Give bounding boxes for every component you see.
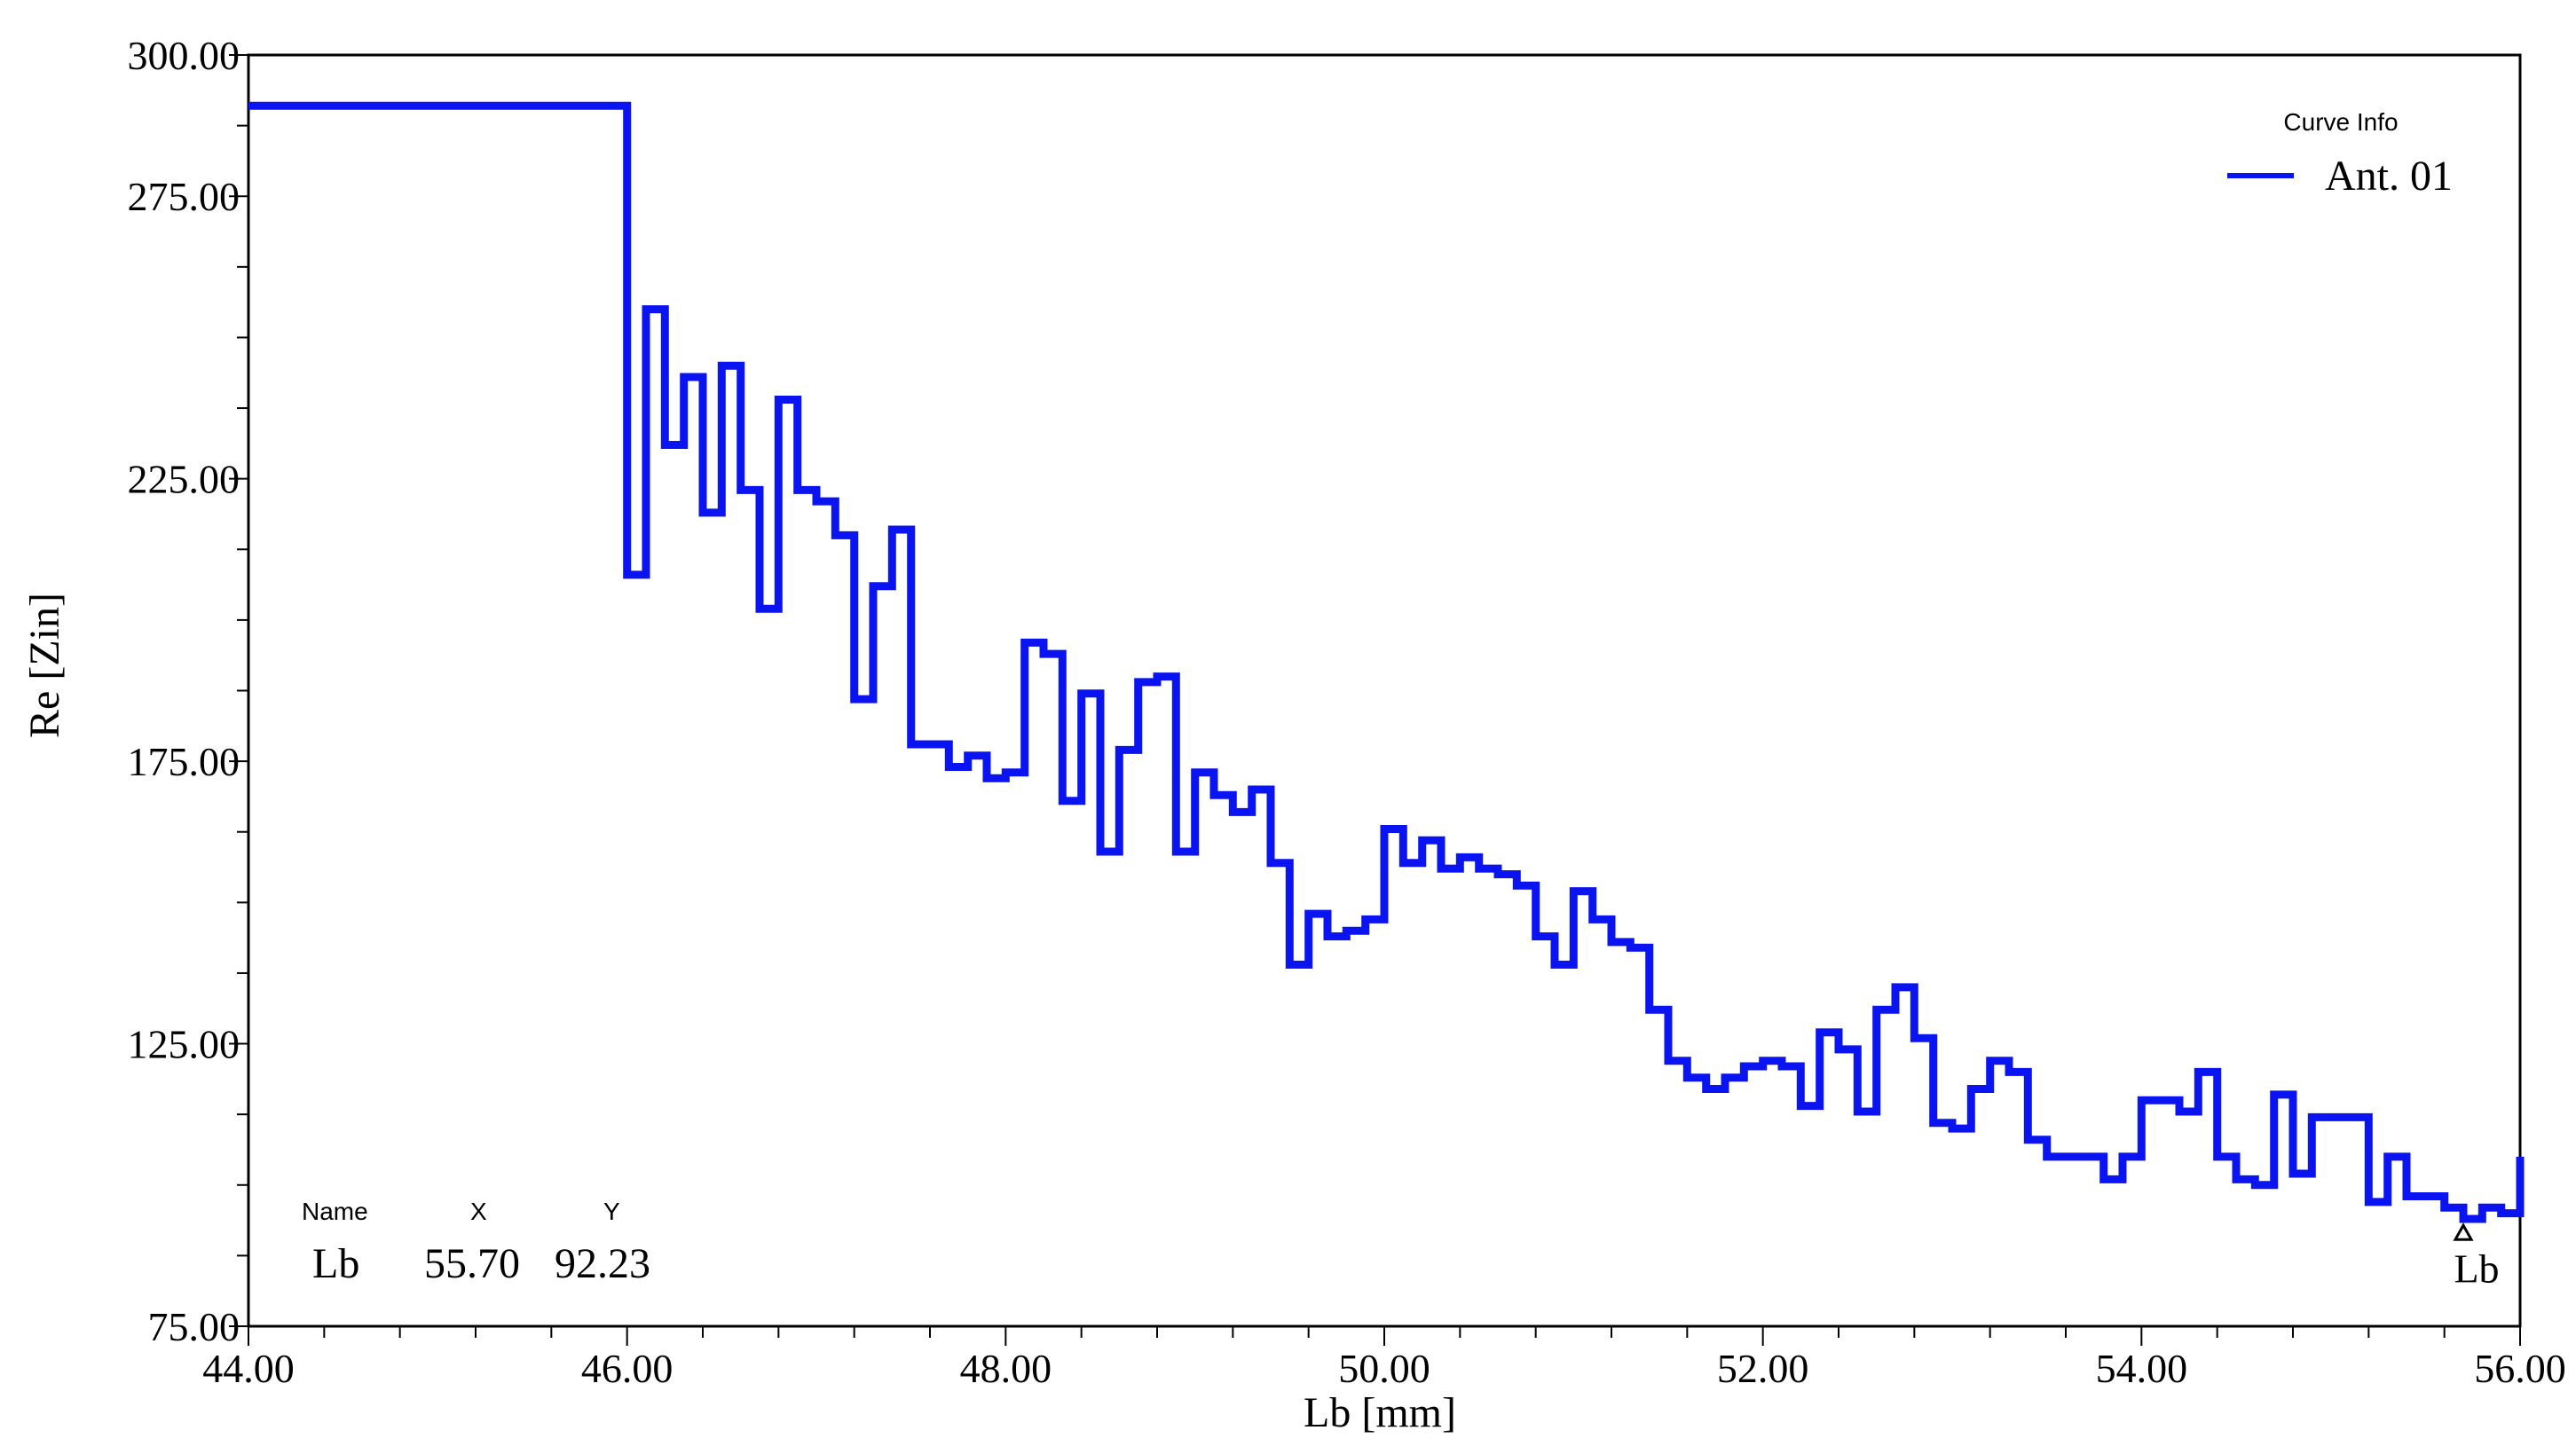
legend-entry-ant-01: Ant. 01 xyxy=(2325,153,2453,200)
series-line-ant-01 xyxy=(248,101,2525,1223)
y-tick-label: 75.00 xyxy=(148,1304,240,1349)
marker-table-x: 55.70 xyxy=(424,1240,520,1287)
marker-table-name: Lb xyxy=(312,1240,359,1287)
legend-title: Curve Info xyxy=(2283,108,2398,136)
marker-table-y: 92.23 xyxy=(555,1240,650,1287)
x-tick-label: 46.00 xyxy=(581,1346,674,1391)
x-tick-label: 44.00 xyxy=(202,1346,295,1391)
marker-table-header-name: Name xyxy=(302,1198,368,1225)
y-tick-label: 125.00 xyxy=(128,1022,240,1067)
y-tick-label: 175.00 xyxy=(128,739,240,784)
x-tick-label: 48.00 xyxy=(960,1346,1052,1391)
y-tick-label: 225.00 xyxy=(128,457,240,502)
axis-ticks xyxy=(229,54,2521,1346)
marker-label: Lb xyxy=(2454,1246,2499,1291)
y-tick-label: 300.00 xyxy=(128,33,240,78)
x-tick-label: 50.00 xyxy=(1338,1346,1430,1391)
x-tick-label: 52.00 xyxy=(1717,1346,1809,1391)
marker-table: Name X Y Lb 55.70 92.23 xyxy=(302,1198,650,1287)
y-tick-label: 275.00 xyxy=(128,174,240,219)
marker[interactable]: Lb xyxy=(2453,1222,2500,1291)
marker-triangle-icon[interactable] xyxy=(2453,1222,2474,1241)
legend[interactable]: Curve Info Ant. 01 xyxy=(2227,108,2453,200)
y-axis-title: Re [Zin] xyxy=(21,593,68,738)
marker-table-header-x: X xyxy=(470,1198,487,1225)
x-tick-label: 54.00 xyxy=(2096,1346,2188,1391)
marker-table-header-y: Y xyxy=(603,1198,620,1225)
axis-tick-labels: 44.00 46.00 48.00 50.00 52.00 54.00 56.00 75.00… xyxy=(128,33,2566,1391)
series-layer xyxy=(248,101,2525,1223)
x-axis-title: Lb [mm] xyxy=(1304,1389,1456,1436)
x-tick-label: 56.00 xyxy=(2474,1346,2566,1391)
